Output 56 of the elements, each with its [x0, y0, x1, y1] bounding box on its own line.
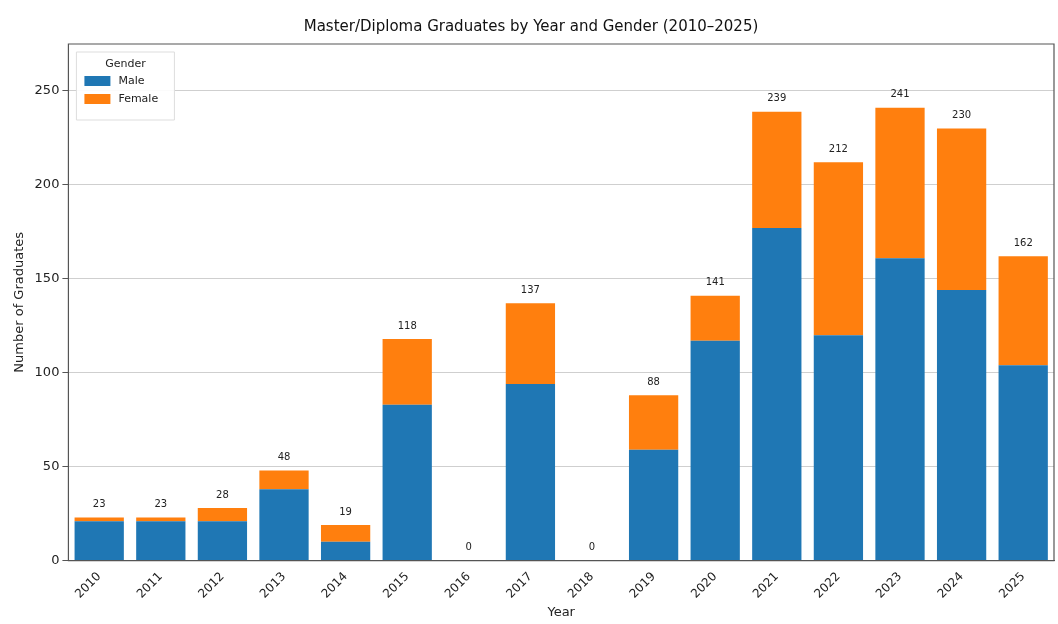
total-label: 0 [588, 541, 596, 553]
y-axis-title: Number of Graduates [11, 231, 27, 373]
total-label: 230 [952, 109, 972, 121]
total-label: 239 [767, 92, 787, 104]
bar [505, 303, 556, 385]
bar [197, 521, 248, 561]
y-tick-label: 50 [42, 458, 60, 474]
y-tick-label: 200 [34, 176, 60, 192]
bar [136, 521, 186, 561]
y-tick-label: 250 [34, 82, 60, 98]
legend-title: Gender [105, 56, 147, 70]
total-label: 162 [1013, 236, 1033, 248]
bar [628, 395, 679, 450]
total-label: 88 [647, 375, 660, 387]
total-label: 212 [828, 142, 848, 154]
total-label: 118 [397, 319, 417, 331]
bar [690, 340, 740, 561]
bar [936, 128, 987, 291]
bar [505, 384, 556, 561]
bar [259, 489, 309, 561]
chart-title: Master/Diploma Graduates by Year and Gender (2010–2025) [303, 16, 759, 35]
y-tick-label: 150 [34, 270, 60, 286]
bar [382, 338, 432, 405]
bar [813, 162, 864, 336]
bar [998, 256, 1048, 366]
bar [197, 508, 248, 522]
bar [74, 517, 124, 522]
bar [690, 295, 740, 341]
bar [74, 521, 124, 561]
legend-label: Male [118, 73, 145, 87]
bar [259, 470, 309, 490]
bar [320, 541, 371, 561]
bar [875, 107, 925, 259]
legend-label: Female [118, 91, 159, 105]
y-tick-label: 100 [34, 364, 60, 380]
bar [136, 517, 186, 522]
bar [998, 365, 1048, 561]
y-tick-label: 0 [51, 552, 60, 567]
bar [320, 524, 371, 542]
bar [752, 111, 802, 229]
bar [936, 290, 987, 561]
total-label: 23 [154, 498, 168, 510]
bar [752, 228, 802, 561]
bar [382, 404, 432, 561]
total-label: 28 [216, 488, 229, 500]
total-label: 23 [92, 498, 106, 510]
bar [875, 258, 925, 561]
total-label: 19 [339, 505, 352, 517]
bar [628, 449, 679, 561]
total-label: 141 [705, 276, 725, 288]
total-label: 48 [277, 451, 291, 463]
total-label: 241 [890, 88, 910, 100]
total-label: 137 [520, 283, 540, 295]
bar [813, 335, 864, 561]
total-label: 0 [465, 541, 472, 553]
x-axis-title: Year [546, 603, 576, 619]
